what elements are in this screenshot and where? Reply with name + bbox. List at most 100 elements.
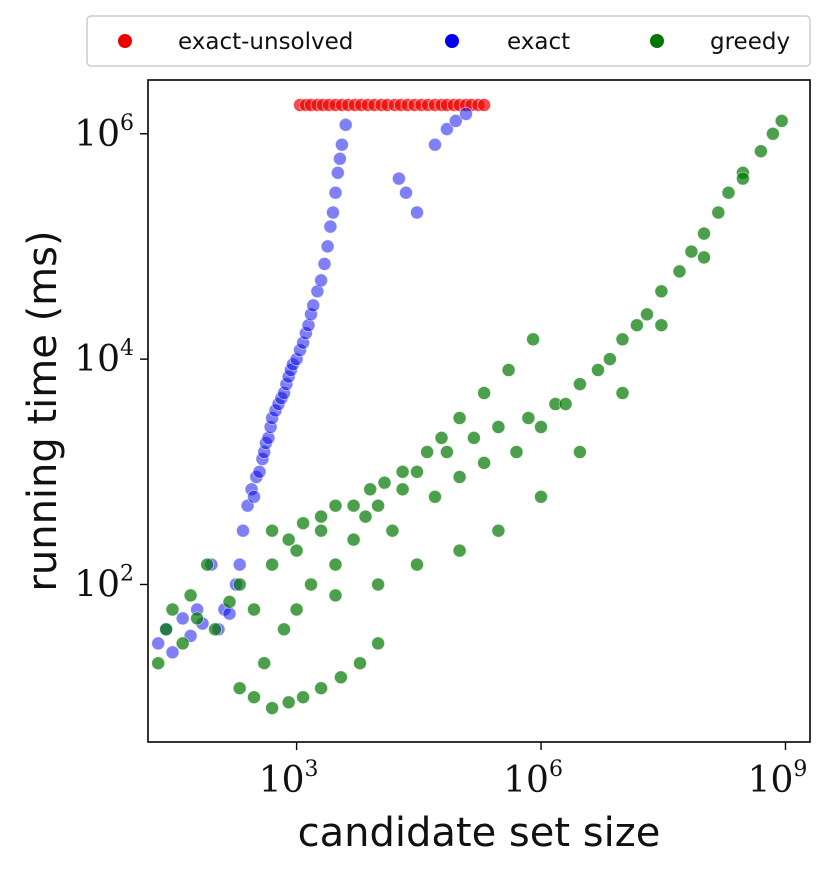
data-point-greedy (477, 386, 492, 400)
data-point-greedy (395, 464, 410, 479)
data-point-greedy (281, 532, 296, 547)
data-point-exact (459, 107, 473, 121)
data-point-greedy (428, 489, 442, 504)
data-point-exact (410, 205, 424, 220)
x-tick-label: 109 (748, 757, 808, 801)
data-point-greedy (328, 588, 343, 603)
data-point-exact (448, 114, 463, 128)
data-point-exact (391, 171, 406, 186)
data-point-exact (222, 606, 237, 621)
legend: exact-unsolved exact greedy (86, 15, 811, 67)
data-point-greedy (371, 636, 386, 651)
data-point-greedy (346, 532, 361, 547)
data-point-greedy (410, 464, 424, 479)
data-point-greedy (277, 622, 291, 637)
y-tick-label: 102 (74, 561, 134, 605)
data-point-greedy (672, 264, 687, 279)
data-point-exact (175, 611, 190, 626)
x-tick-label: 106 (503, 757, 563, 801)
data-point-greedy (491, 420, 506, 434)
data-point-exact (399, 185, 413, 200)
data-point-greedy (721, 185, 736, 200)
data-point-greedy (615, 386, 630, 400)
legend-item-exact: exact (445, 29, 570, 55)
data-point-greedy (573, 445, 587, 459)
data-point-exact (320, 239, 335, 254)
data-point-greedy (754, 144, 768, 159)
data-point-greedy (363, 482, 378, 497)
data-point-greedy (296, 690, 311, 705)
data-point-greedy (165, 602, 180, 617)
data-point-greedy (558, 397, 573, 411)
data-point-greedy (654, 284, 669, 299)
data-point-greedy (501, 363, 516, 377)
legend-label-exact: exact (507, 29, 570, 55)
series-exact-unsolved (293, 98, 492, 112)
y-axis-label: running time (ms) (20, 230, 66, 591)
data-point-greedy (371, 577, 386, 592)
data-point-exact (332, 151, 347, 166)
data-point-greedy (630, 318, 644, 333)
data-point-greedy (697, 250, 711, 265)
data-point-greedy (314, 509, 329, 524)
data-point-greedy (774, 114, 789, 128)
data-point-greedy (439, 445, 454, 459)
data-point-exact (314, 273, 329, 288)
data-point-greedy (159, 622, 174, 637)
data-point-greedy (385, 523, 400, 538)
data-point-exact (326, 205, 340, 220)
data-point-exact (317, 256, 332, 271)
data-point-greedy (296, 516, 311, 531)
data-point-greedy (573, 377, 587, 392)
data-point-greedy (232, 577, 247, 592)
data-point-greedy (684, 244, 699, 259)
data-point-greedy (615, 332, 630, 347)
data-point-greedy (766, 126, 780, 141)
data-point-greedy (281, 695, 296, 710)
x-axis-label: candidate set size (298, 810, 661, 856)
data-point-greedy (420, 445, 435, 459)
legend-label-greedy: greedy (710, 29, 790, 55)
data-point-greedy (521, 411, 536, 425)
legend-marker-exact-unsolved (118, 34, 132, 48)
data-point-exact (439, 122, 454, 137)
data-point-greedy (183, 588, 198, 603)
data-point-exact (236, 523, 250, 538)
legend-label-exact-unsolved: exact-unsolved (178, 29, 353, 55)
data-point-greedy (434, 430, 449, 445)
data-point-greedy (346, 498, 361, 513)
data-point-greedy (697, 226, 711, 241)
legend-marker-greedy (650, 34, 664, 48)
data-point-exact (428, 137, 442, 152)
series-exact (151, 107, 473, 660)
data-point-greedy (151, 656, 166, 671)
data-point-exact (151, 636, 166, 651)
data-point-greedy (603, 352, 617, 367)
data-point-greedy (247, 602, 261, 617)
y-tick-label: 106 (74, 111, 134, 155)
data-point-greedy (247, 690, 261, 705)
data-point-exact (328, 185, 343, 200)
data-point-greedy (491, 523, 506, 538)
data-point-exact (334, 137, 349, 152)
data-point-greedy (591, 363, 605, 377)
data-point-greedy (395, 482, 410, 497)
data-point-greedy (509, 445, 524, 459)
data-point-greedy (314, 681, 329, 696)
series-greedy (151, 114, 789, 715)
plot-area-frame (147, 79, 811, 743)
data-point-greedy (175, 636, 190, 651)
data-point-exact-unsolved (477, 98, 492, 112)
legend-item-exact-unsolved: exact-unsolved (118, 29, 353, 55)
data-point-exact (165, 645, 180, 660)
data-point-greedy (200, 557, 215, 572)
data-point-greedy (208, 622, 223, 637)
data-point-exact (306, 298, 321, 313)
data-point-greedy (452, 543, 467, 558)
data-point-greedy (477, 455, 492, 470)
data-point-greedy (328, 498, 343, 513)
data-point-greedy (371, 498, 386, 513)
y-axis-ticks: 102 104 106 (74, 111, 148, 605)
x-tick-label: 103 (259, 757, 319, 801)
